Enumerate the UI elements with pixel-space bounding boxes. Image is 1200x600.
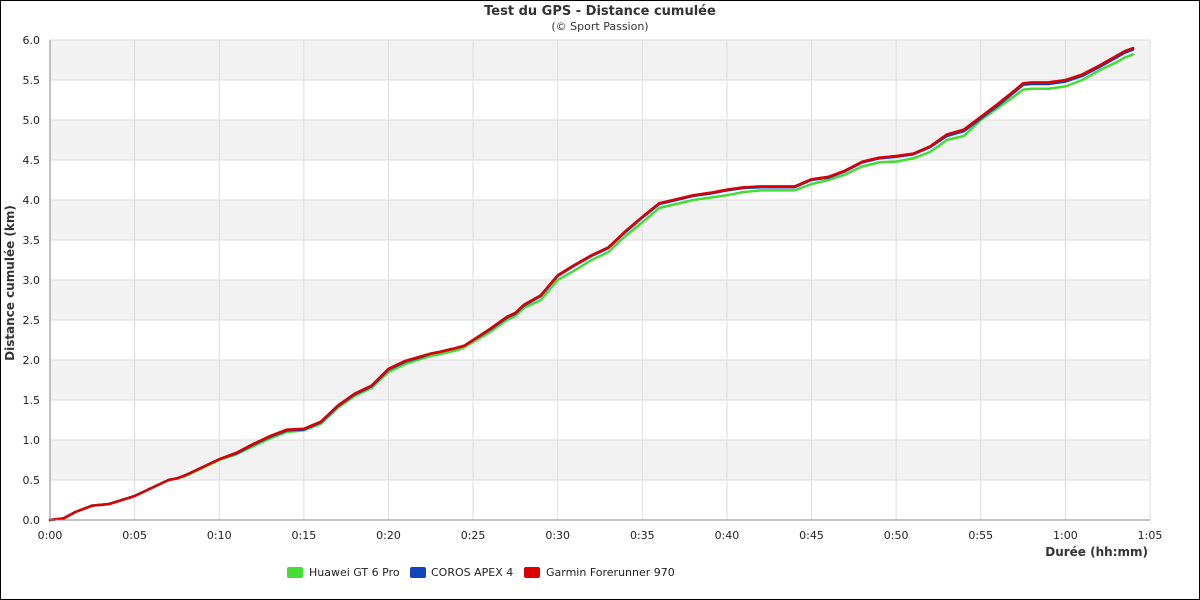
plot-band bbox=[50, 200, 1150, 240]
y-axis-label: Distance cumulée (km) bbox=[3, 205, 17, 361]
y-tick-label: 5.5 bbox=[23, 74, 41, 87]
plot-band bbox=[50, 280, 1150, 320]
chart-subtitle: (© Sport Passion) bbox=[551, 20, 648, 33]
x-tick-label: 0:20 bbox=[376, 529, 401, 542]
y-tick-label: 2.0 bbox=[23, 354, 41, 367]
plot-bands bbox=[50, 40, 1150, 520]
x-tick-label: 1:05 bbox=[1138, 529, 1163, 542]
plot-band bbox=[50, 360, 1150, 400]
legend-item-coros[interactable]: COROS APEX 4 bbox=[410, 566, 513, 579]
x-tick-label: 0:45 bbox=[799, 529, 824, 542]
plot-band bbox=[50, 40, 1150, 80]
x-tick-label: 0:30 bbox=[545, 529, 570, 542]
legend-swatch bbox=[524, 567, 540, 578]
y-tick-label: 1.5 bbox=[23, 394, 41, 407]
y-tick-label: 0.5 bbox=[23, 474, 41, 487]
series-lines bbox=[48, 46, 1135, 522]
legend-swatch bbox=[287, 567, 303, 578]
series-line-1 bbox=[48, 53, 1135, 522]
series-line-3 bbox=[48, 46, 1135, 522]
x-axis-label: Durée (hh:mm) bbox=[1045, 545, 1148, 559]
y-tick-label: 6.0 bbox=[23, 34, 41, 47]
x-tick-label: 1:00 bbox=[1053, 529, 1078, 542]
plot-band bbox=[50, 480, 1150, 520]
axes bbox=[49, 40, 1150, 521]
x-tick-label: 0:05 bbox=[122, 529, 147, 542]
plot-band bbox=[50, 120, 1150, 160]
y-tick-label: 0.0 bbox=[23, 514, 41, 527]
x-tick-label: 0:35 bbox=[630, 529, 655, 542]
x-tick-label: 0:15 bbox=[291, 529, 316, 542]
legend-item-garmin[interactable]: Garmin Forerunner 970 bbox=[524, 566, 675, 579]
plot-band bbox=[50, 160, 1150, 200]
y-tick-label: 4.0 bbox=[23, 194, 41, 207]
plot-band bbox=[50, 320, 1150, 360]
y-tick-label: 5.0 bbox=[23, 114, 41, 127]
x-tick-label: 0:40 bbox=[715, 529, 740, 542]
chart-title: Test du GPS - Distance cumulée bbox=[484, 4, 716, 19]
plot-band bbox=[50, 80, 1150, 120]
x-tick-label: 0:10 bbox=[207, 529, 232, 542]
y-tick-label: 1.0 bbox=[23, 434, 41, 447]
plot-band bbox=[50, 440, 1150, 480]
legend-swatch bbox=[410, 567, 426, 578]
y-tick-label: 2.5 bbox=[23, 314, 41, 327]
x-tick-label: 0:25 bbox=[461, 529, 486, 542]
x-tick-labels: 0:00 0:05 0:10 0:15 0:20 0:25 0:30 0:35 0:40 0:45… bbox=[38, 529, 1163, 542]
legend-label: Garmin Forerunner 970 bbox=[546, 566, 675, 579]
y-tick-labels: 0.0 0.5 1.0 1.5 2.0 2.5 3.0 3.5 4.0 4.5 5.0 5.5 6.0 bbox=[23, 34, 41, 527]
y-tick-label: 4.5 bbox=[23, 154, 41, 167]
plot-band bbox=[50, 400, 1150, 440]
y-tick-label: 3.5 bbox=[23, 234, 41, 247]
legend-label: Huawei GT 6 Pro bbox=[309, 566, 400, 579]
x-tick-label: 0:50 bbox=[884, 529, 909, 542]
plot-band bbox=[50, 240, 1150, 280]
y-tick-label: 3.0 bbox=[23, 274, 41, 287]
legend-item-huawei[interactable]: Huawei GT 6 Pro bbox=[287, 566, 400, 579]
legend-label: COROS APEX 4 bbox=[431, 566, 513, 579]
legend: Huawei GT 6 Pro COROS APEX 4 Garmin Fore… bbox=[287, 566, 675, 579]
x-tick-label: 0:00 bbox=[38, 529, 63, 542]
x-tick-label: 0:55 bbox=[968, 529, 993, 542]
